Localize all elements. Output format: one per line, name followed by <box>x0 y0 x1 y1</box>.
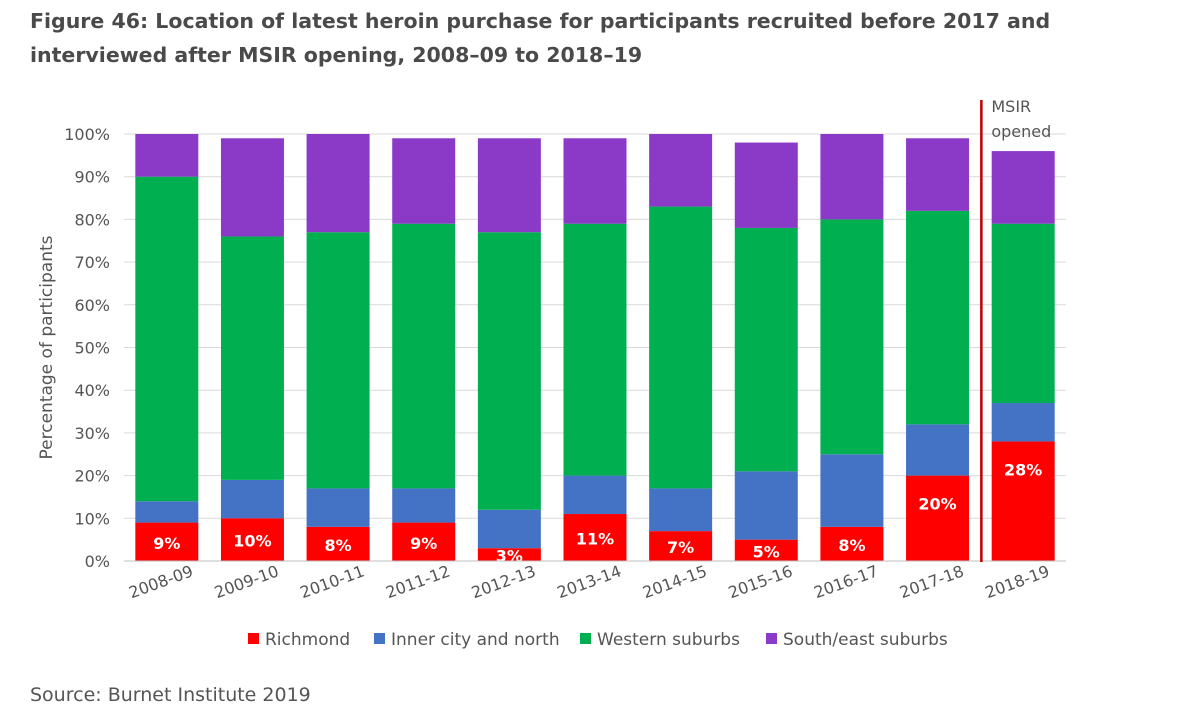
bar-western-suburbs-2009-10 <box>220 236 284 480</box>
bar-richmond-2010-11 <box>306 526 370 561</box>
y-tick-label: 60% <box>74 296 110 315</box>
y-tick-label: 10% <box>74 509 110 528</box>
x-tick-label: 2017-18 <box>897 561 966 602</box>
bar-inner-city-and-north-2014-15 <box>649 488 713 532</box>
bar-richmond-2012-13 <box>477 548 541 561</box>
bar-south-east-suburbs-2011-12 <box>392 138 456 224</box>
y-tick-label: 90% <box>74 168 110 187</box>
bar-western-suburbs-2018-19 <box>991 223 1055 404</box>
x-tick-label: 2014-15 <box>640 561 709 602</box>
legend-swatch <box>766 633 777 644</box>
msir-annotation-text: opened <box>991 122 1051 141</box>
bar-richmond-2009-10 <box>220 518 284 561</box>
data-label: 20% <box>918 495 956 514</box>
bar-richmond-2011-12 <box>392 522 456 561</box>
bar-south-east-suburbs-2012-13 <box>477 138 541 233</box>
bar-south-east-suburbs-2015-16 <box>734 142 798 228</box>
bar-inner-city-and-north-2010-11 <box>306 488 370 527</box>
x-tick-label: 2010-11 <box>298 561 367 602</box>
y-tick-label: 80% <box>74 210 110 229</box>
bar-richmond-2016-17 <box>820 526 884 561</box>
bar-inner-city-and-north-2011-12 <box>392 488 456 523</box>
x-tick-label: 2008-09 <box>126 561 195 602</box>
bar-inner-city-and-north-2008-09 <box>135 501 199 523</box>
x-tick-label: 2009-10 <box>212 561 281 602</box>
bar-richmond-2008-09 <box>135 522 199 561</box>
y-tick-label: 20% <box>74 467 110 486</box>
y-tick-label: 40% <box>74 381 110 400</box>
bar-south-east-suburbs-2013-14 <box>563 138 627 224</box>
bar-western-suburbs-2012-13 <box>477 232 541 510</box>
y-tick-label: 70% <box>74 253 110 272</box>
x-tick-label: 2012-13 <box>469 561 538 602</box>
bar-inner-city-and-north-2018-19 <box>991 403 1055 442</box>
source-note: Source: Burnet Institute 2019 <box>30 684 311 706</box>
bar-western-suburbs-2016-17 <box>820 219 884 455</box>
legend-swatch <box>374 633 385 644</box>
y-tick-label: 30% <box>74 424 110 443</box>
x-tick-label: 2016-17 <box>811 561 880 602</box>
x-tick-label: 2018-19 <box>983 561 1052 602</box>
bar-western-suburbs-2008-09 <box>135 176 199 502</box>
legend-label: Richmond <box>265 630 350 650</box>
legend-swatch <box>248 633 259 644</box>
data-label: 8% <box>838 536 865 555</box>
bar-south-east-suburbs-2008-09 <box>135 134 199 177</box>
bar-inner-city-and-north-2012-13 <box>477 509 541 549</box>
data-label: 9% <box>410 534 437 553</box>
y-tick-label: 100% <box>64 125 110 144</box>
data-label: 3% <box>496 547 523 566</box>
bar-south-east-suburbs-2017-18 <box>906 138 970 211</box>
msir-annotation-text: MSIR <box>991 97 1031 116</box>
bar-south-east-suburbs-2016-17 <box>820 134 884 220</box>
bar-richmond-2013-14 <box>563 514 627 561</box>
bar-richmond-2014-15 <box>649 531 713 561</box>
figure-title: Figure 46: Location of latest heroin pur… <box>30 9 1051 67</box>
data-label: 11% <box>576 530 614 549</box>
bar-richmond-2018-19 <box>991 441 1055 561</box>
x-tick-label: 2011-12 <box>383 561 452 602</box>
legend-swatch <box>580 633 591 644</box>
bar-western-suburbs-2010-11 <box>306 232 370 489</box>
bar-western-suburbs-2013-14 <box>563 223 627 476</box>
y-tick-label: 50% <box>74 339 110 358</box>
bar-richmond-2015-16 <box>734 539 798 561</box>
data-label: 9% <box>153 534 180 553</box>
bar-south-east-suburbs-2010-11 <box>306 134 370 233</box>
legend-label: South/east suburbs <box>783 630 948 650</box>
data-label: 10% <box>233 532 271 551</box>
bar-south-east-suburbs-2018-19 <box>991 151 1055 224</box>
bar-inner-city-and-north-2009-10 <box>220 479 284 519</box>
x-tick-label: 2015-16 <box>726 561 795 602</box>
stacked-bar-chart: 0% 10% 20% 30% 40% 50% 60% 70% 80% 90% 100% Percent… <box>37 97 1066 650</box>
y-axis-label: Percentage of participants <box>37 235 57 459</box>
bar-western-suburbs-2014-15 <box>649 206 713 489</box>
data-label: 8% <box>325 536 352 555</box>
bar-western-suburbs-2015-16 <box>734 227 798 472</box>
data-label: 7% <box>667 538 694 557</box>
legend-label: Western suburbs <box>597 630 740 650</box>
bar-western-suburbs-2011-12 <box>392 223 456 489</box>
bar-south-east-suburbs-2014-15 <box>649 134 713 207</box>
y-tick-label: 0% <box>85 552 110 571</box>
data-label: 5% <box>753 542 780 561</box>
x-tick-label: 2013-14 <box>554 561 623 602</box>
bar-inner-city-and-north-2015-16 <box>734 471 798 540</box>
bar-south-east-suburbs-2009-10 <box>220 138 284 237</box>
bar-western-suburbs-2017-18 <box>906 210 970 425</box>
bar-inner-city-and-north-2016-17 <box>820 454 884 527</box>
bar-inner-city-and-north-2013-14 <box>563 475 627 515</box>
bar-richmond-2017-18 <box>906 475 970 561</box>
data-label: 28% <box>1004 460 1042 479</box>
legend-label: Inner city and north <box>391 630 560 650</box>
bar-inner-city-and-north-2017-18 <box>906 424 970 476</box>
